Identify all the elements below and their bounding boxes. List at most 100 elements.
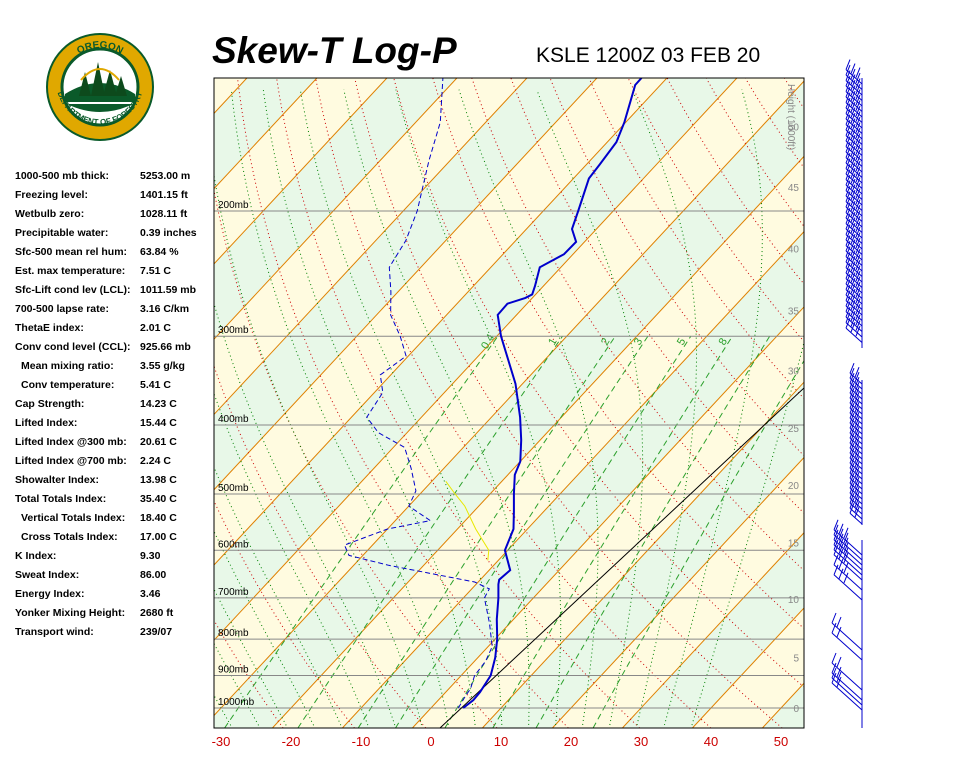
isotherm-line: [272, 155, 804, 728]
pressure-level-label: 500mb: [218, 483, 249, 494]
wind-barb: [833, 544, 863, 581]
index-row: Mean mixing ratio: 3.55 g/kg: [15, 360, 215, 379]
index-value: 17.00 C: [140, 531, 177, 543]
wind-barb: [831, 652, 863, 691]
index-label: ThetaE index:: [15, 322, 84, 334]
height-tick-label: 15: [788, 538, 800, 549]
isotherm-line: [214, 78, 598, 491]
isotherm-line: [214, 78, 668, 566]
index-row: Showalter Index: 13.98 C: [15, 474, 215, 493]
mixing-ratio-label: 1: [546, 336, 559, 347]
index-label: Cross Totals Index:: [21, 531, 118, 543]
index-value: 15.44 C: [140, 417, 177, 429]
dry-adiabat-line: [214, 364, 427, 728]
index-value: 0.39 inches: [140, 227, 197, 239]
index-value: 86.00: [140, 569, 167, 581]
index-label: Total Totals Index:: [15, 493, 107, 505]
height-tick-label: 0: [793, 704, 799, 715]
temperature-tick-label: 30: [634, 734, 648, 749]
dry-adiabat-line: [783, 78, 804, 110]
dry-adiabat-line: [941, 78, 960, 728]
index-row: Cross Totals Index: 17.00 C: [15, 531, 215, 550]
index-row: Freezing level: 1401.15 ft: [15, 189, 215, 208]
isotherm-line: [214, 78, 528, 416]
dry-adiabat-line: [0, 78, 141, 728]
oregon-forestry-logo: OREGON DEPARTMENT OF FORESTRY: [46, 33, 154, 141]
height-tick-label: 10: [788, 595, 800, 606]
wind-barb: [831, 612, 863, 651]
plot-frame: [213, 77, 805, 729]
pressure-level-label: 300mb: [218, 325, 249, 336]
index-row: Sfc-Lift cond lev (LCL): 1011.59 mb: [15, 284, 215, 303]
index-row: 700-500 lapse rate: 3.16 C/km: [15, 303, 215, 322]
wind-barb: [833, 524, 863, 561]
temperature-tick-label: 0: [427, 734, 434, 749]
isotherm-band: [214, 78, 247, 114]
index-value: 18.40 C: [140, 512, 177, 524]
isotherm-band: [214, 78, 804, 716]
pressure-level-label: 900mb: [218, 664, 249, 675]
chart-title: Skew-T Log-P: [212, 30, 457, 71]
pressure-level-label: 200mb: [218, 200, 249, 211]
index-row: Conv cond level (CCL): 925.66 mb: [15, 341, 215, 360]
index-row: Precipitable water: 0.39 inches: [15, 227, 215, 246]
index-value: 2.24 C: [140, 455, 171, 467]
height-tick-label: 20: [788, 481, 800, 492]
moist-adiabat-line: [214, 694, 233, 728]
height-tick-label: 35: [788, 307, 800, 318]
index-row: Conv temperature: 5.41 C: [15, 379, 215, 398]
mixing-ratio-line: [357, 335, 616, 728]
mixing-ratio-label: 5: [675, 336, 688, 347]
index-label: Lifted Index @700 mb:: [15, 455, 127, 467]
moist-adiabat-line: [631, 89, 697, 728]
dry-adiabat-line: [214, 188, 498, 728]
dry-adiabat-line: [214, 499, 355, 728]
height-tick-label: 30: [788, 366, 800, 377]
moist-adiabat-line: [214, 392, 370, 728]
index-row: Lifted Index @700 mb: 2.24 C: [15, 455, 215, 474]
height-tick-label: 50: [788, 122, 800, 133]
index-value: 9.30: [140, 550, 161, 562]
isotherm-line: [214, 78, 248, 115]
index-value: 1028.11 ft: [140, 208, 188, 220]
index-label: Precipitable water:: [15, 227, 109, 239]
index-row: Energy Index: 3.46: [15, 588, 215, 607]
index-value: 2680 ft: [140, 607, 174, 619]
isotherm-line: [214, 78, 318, 190]
index-row: Lifted Index: 15.44 C: [15, 417, 215, 436]
pressure-level-label: 400mb: [218, 414, 249, 425]
isotherm-line: [692, 607, 804, 728]
wind-barb: [833, 554, 863, 591]
index-label: Wetbulb zero:: [15, 208, 85, 220]
index-value: 7.51 C: [140, 265, 171, 277]
height-tick-label: 40: [788, 245, 800, 256]
index-value: 3.16 C/km: [140, 303, 190, 315]
wind-barb: [833, 519, 863, 556]
svg-text:OREGON: OREGON: [75, 40, 125, 57]
index-value: 2.01 C: [140, 322, 171, 334]
dry-adiabat-line: [823, 78, 960, 728]
mixing-ratio-line: [592, 359, 804, 728]
isotherm-line: [214, 80, 804, 717]
logo-top-text: OREGON: [75, 40, 125, 57]
pressure-level-label: 600mb: [218, 539, 249, 550]
wind-barb: [845, 312, 863, 338]
dry-adiabat-line: [393, 78, 804, 688]
wind-barb: [833, 539, 863, 576]
index-row: Total Totals Index: 35.40 C: [15, 493, 215, 512]
isotherm-line: [622, 531, 804, 728]
index-label: Mean mixing ratio:: [21, 360, 114, 372]
isotherm-line: [482, 381, 804, 728]
index-row: Cap Strength: 14.23 C: [15, 398, 215, 417]
height-axis-label: Height (1000ft): [785, 84, 796, 150]
wind-barb: [831, 662, 863, 701]
index-label: K Index:: [15, 550, 57, 562]
height-tick-label: 25: [788, 424, 800, 435]
index-value: 3.55 g/kg: [140, 360, 185, 372]
station-time-label: KSLE 1200Z 03 FEB 20: [536, 44, 761, 67]
dry-adiabat-line: [40, 78, 212, 728]
isotherm-line: [214, 78, 388, 265]
temperature-tick-label: -20: [282, 734, 301, 749]
temperature-tick-label: -30: [212, 734, 231, 749]
